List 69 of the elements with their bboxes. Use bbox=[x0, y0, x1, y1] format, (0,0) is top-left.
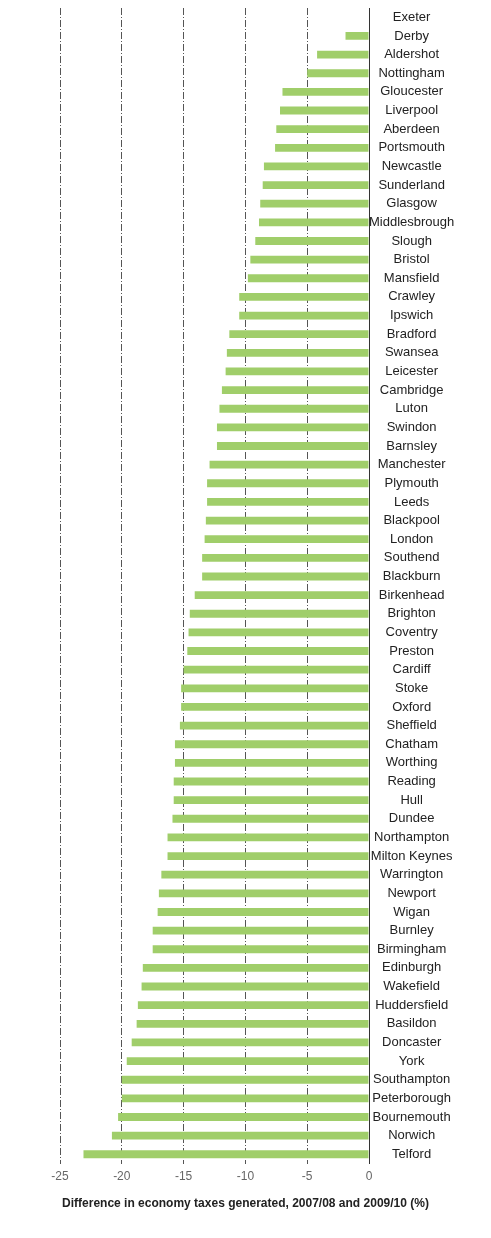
y-tick-label: Worthing bbox=[385, 754, 438, 770]
y-tick-label: Cambridge bbox=[379, 381, 444, 397]
y-tick-label: York bbox=[398, 1052, 425, 1068]
y-tick-label: Preston bbox=[389, 642, 435, 658]
y-tick-label: Wakefield bbox=[383, 978, 440, 994]
y-tick-label: Dundee bbox=[388, 810, 435, 826]
x-tick-label: 0 bbox=[365, 1169, 373, 1184]
y-tick-label: Newcastle bbox=[381, 158, 442, 174]
y-tick-label: Aberdeen bbox=[383, 120, 440, 136]
y-tick-label: Blackpool bbox=[383, 512, 440, 528]
y-tick-label: Plymouth bbox=[384, 474, 439, 490]
y-tick-label: Hull bbox=[400, 791, 423, 807]
y-tick-label: Sheffield bbox=[386, 717, 437, 733]
y-tick-label: Birkenhead bbox=[378, 586, 445, 602]
y-tick-label: Wigan bbox=[393, 903, 431, 919]
y-tick-label: Peterborough bbox=[372, 1089, 452, 1105]
y-tick-label: Slough bbox=[391, 232, 432, 248]
y-tick-label: Gloucester bbox=[380, 83, 444, 99]
x-tick-label: -10 bbox=[236, 1169, 255, 1184]
y-tick-label: Glasgow bbox=[386, 195, 438, 211]
y-tick-label: Newport bbox=[387, 884, 437, 900]
y-tick-label: Doncaster bbox=[382, 1034, 442, 1050]
y-tick-label: Middlesbrough bbox=[369, 213, 455, 229]
y-tick-label: Cardiff bbox=[392, 661, 432, 677]
y-tick-label: Ipswich bbox=[389, 307, 434, 323]
y-tick-label: Northampton bbox=[374, 829, 450, 844]
y-tick-label: Birmingham bbox=[376, 940, 447, 956]
y-tick-label: Blackburn bbox=[382, 568, 441, 584]
y-tick-label: Edinburgh bbox=[382, 959, 442, 975]
y-tick-label: Basildon bbox=[386, 1015, 437, 1031]
y-tick-label: Barnsley bbox=[386, 437, 438, 453]
y-tick-label: Derby bbox=[394, 27, 430, 43]
x-tick-label: -25 bbox=[51, 1169, 69, 1184]
y-tick-label: Bristol bbox=[393, 251, 430, 267]
y-tick-label: Norwich bbox=[388, 1127, 436, 1143]
y-tick-label: Southampton bbox=[372, 1071, 451, 1087]
y-tick-label: Portsmouth bbox=[378, 139, 445, 155]
y-tick-label: Bournemouth bbox=[372, 1108, 451, 1124]
x-axis-title: Difference in economy taxes generated, 2007/08 and 2009/10 (%) bbox=[61, 1196, 430, 1210]
y-tick-label: Swansea bbox=[384, 344, 440, 360]
y-tick-label: Nottingham bbox=[378, 64, 445, 80]
y-tick-label: London bbox=[389, 530, 434, 546]
y-tick-label: Telford bbox=[392, 1145, 432, 1161]
y-tick-label: Coventry bbox=[385, 623, 439, 639]
y-tick-label: Oxford bbox=[392, 698, 432, 714]
y-tick-label: Luton bbox=[395, 400, 428, 416]
y-tick-label: Aldershot bbox=[384, 46, 440, 62]
y-tick-label: Manchester bbox=[377, 456, 447, 472]
y-tick-label: Leeds bbox=[393, 493, 430, 509]
y-tick-label: Burnley bbox=[389, 922, 435, 938]
y-tick-label: Southend bbox=[383, 549, 440, 565]
y-tick-label: Stoke bbox=[395, 679, 429, 695]
y-tick-label: Bradford bbox=[386, 325, 437, 341]
y-tick-label: Sunderland bbox=[378, 176, 445, 192]
y-tick-label: Mansfield bbox=[383, 269, 440, 285]
y-tick-label: Brighton bbox=[387, 605, 436, 621]
y-tick-label: Warrington bbox=[380, 866, 444, 882]
y-tick-label: Leicester bbox=[385, 363, 439, 379]
y-tick-label: Chatham bbox=[385, 735, 439, 751]
x-tick-label: -5 bbox=[301, 1169, 313, 1184]
y-tick-label: Milton Keynes bbox=[370, 847, 453, 863]
y-tick-label: Swindon bbox=[386, 418, 437, 434]
y-tick-label: Huddersfield bbox=[375, 996, 449, 1012]
y-tick-label: Crawley bbox=[388, 288, 436, 304]
y-tick-label: Exeter bbox=[392, 8, 432, 24]
x-tick-label: -15 bbox=[174, 1169, 193, 1184]
x-tick-label: -20 bbox=[113, 1169, 131, 1184]
y-tick-label: Reading bbox=[387, 773, 436, 789]
y-tick-label: Liverpool bbox=[385, 102, 439, 118]
